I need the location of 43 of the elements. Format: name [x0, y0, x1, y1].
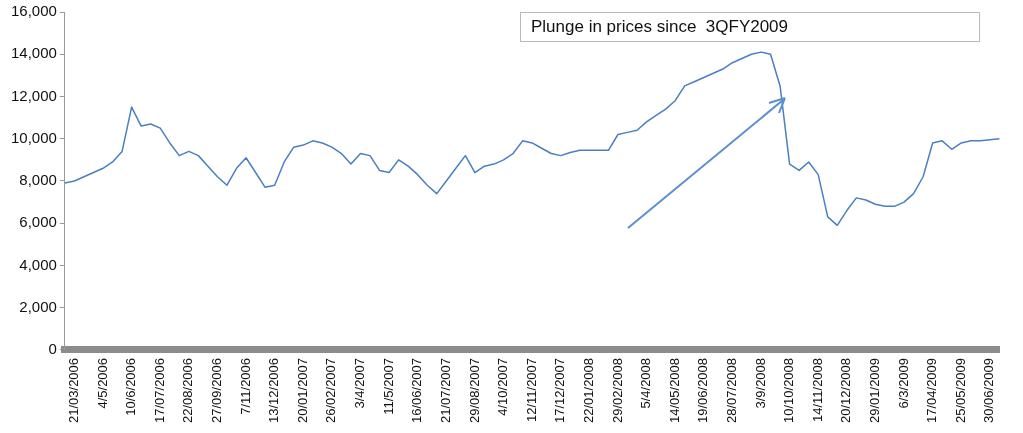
x-tick-label: 14/05/2008 — [666, 357, 682, 424]
x-tick-label: 17/04/2009 — [924, 357, 940, 424]
x-tick-label: 30/06/2009 — [981, 357, 997, 424]
y-tick-label: 8,000 — [19, 171, 57, 189]
x-tick-label: 4/10/2007 — [495, 357, 511, 416]
y-tick-label: 10,000 — [10, 128, 57, 146]
x-tick-label: 19/06/2008 — [695, 357, 711, 424]
x-tick-label: 29/02/2008 — [609, 357, 625, 424]
x-tick-label: 3/4/2007 — [352, 357, 368, 409]
x-tick-label: 29/01/2009 — [867, 357, 883, 424]
y-tick-label: 14,000 — [10, 44, 57, 62]
x-tick-label: 20/01/2007 — [294, 357, 310, 424]
x-tick-label: 12/11/2007 — [523, 357, 539, 423]
x-tick-label: 26/02/2007 — [323, 357, 339, 424]
x-tick-label: 10/10/2008 — [781, 357, 797, 424]
x-tick-label: 17/07/2006 — [151, 357, 167, 424]
x-tick-label: 5/4/2008 — [638, 357, 654, 409]
y-tick-label: 12,000 — [10, 86, 57, 104]
x-tick-label: 17/12/2007 — [552, 357, 568, 424]
y-tick-label: 16,000 — [10, 2, 57, 20]
x-tick-label: 16/06/2007 — [409, 357, 425, 424]
x-tick-label: 29/08/2007 — [466, 357, 482, 424]
x-tick-label: 7/11/2006 — [237, 357, 253, 415]
x-tick-label: 20/12/2008 — [838, 357, 854, 424]
x-tick-label: 6/3/2009 — [895, 357, 911, 409]
y-tick-label: 2,000 — [19, 297, 57, 315]
x-tick-label: 25/05/2009 — [952, 357, 968, 424]
x-tick-label: 13/12/2006 — [266, 357, 282, 424]
y-tick-label: 6,000 — [19, 213, 57, 231]
x-tick-label: 22/01/2008 — [580, 357, 596, 424]
y-tick-label: 0 — [48, 340, 57, 358]
x-tick-label: 21/03/2006 — [65, 357, 81, 424]
x-tick-label: 4/5/2006 — [94, 357, 110, 409]
y-tick-label: 4,000 — [19, 255, 57, 273]
x-tick-label: 10/6/2006 — [123, 357, 139, 416]
x-tick-label: 27/09/2006 — [209, 357, 225, 424]
x-tick-label: 28/07/2008 — [723, 357, 739, 424]
annotation: Plunge in prices since 3QFY2009 — [531, 16, 789, 38]
x-tick-label: 22/08/2006 — [180, 357, 196, 424]
x-tick-label: 14/11/2008 — [809, 357, 825, 423]
x-tick-label: 21/07/2007 — [437, 357, 453, 424]
x-tick-label: 11/5/2007 — [380, 357, 396, 415]
x-tick-label: 3/9/2008 — [752, 357, 768, 409]
